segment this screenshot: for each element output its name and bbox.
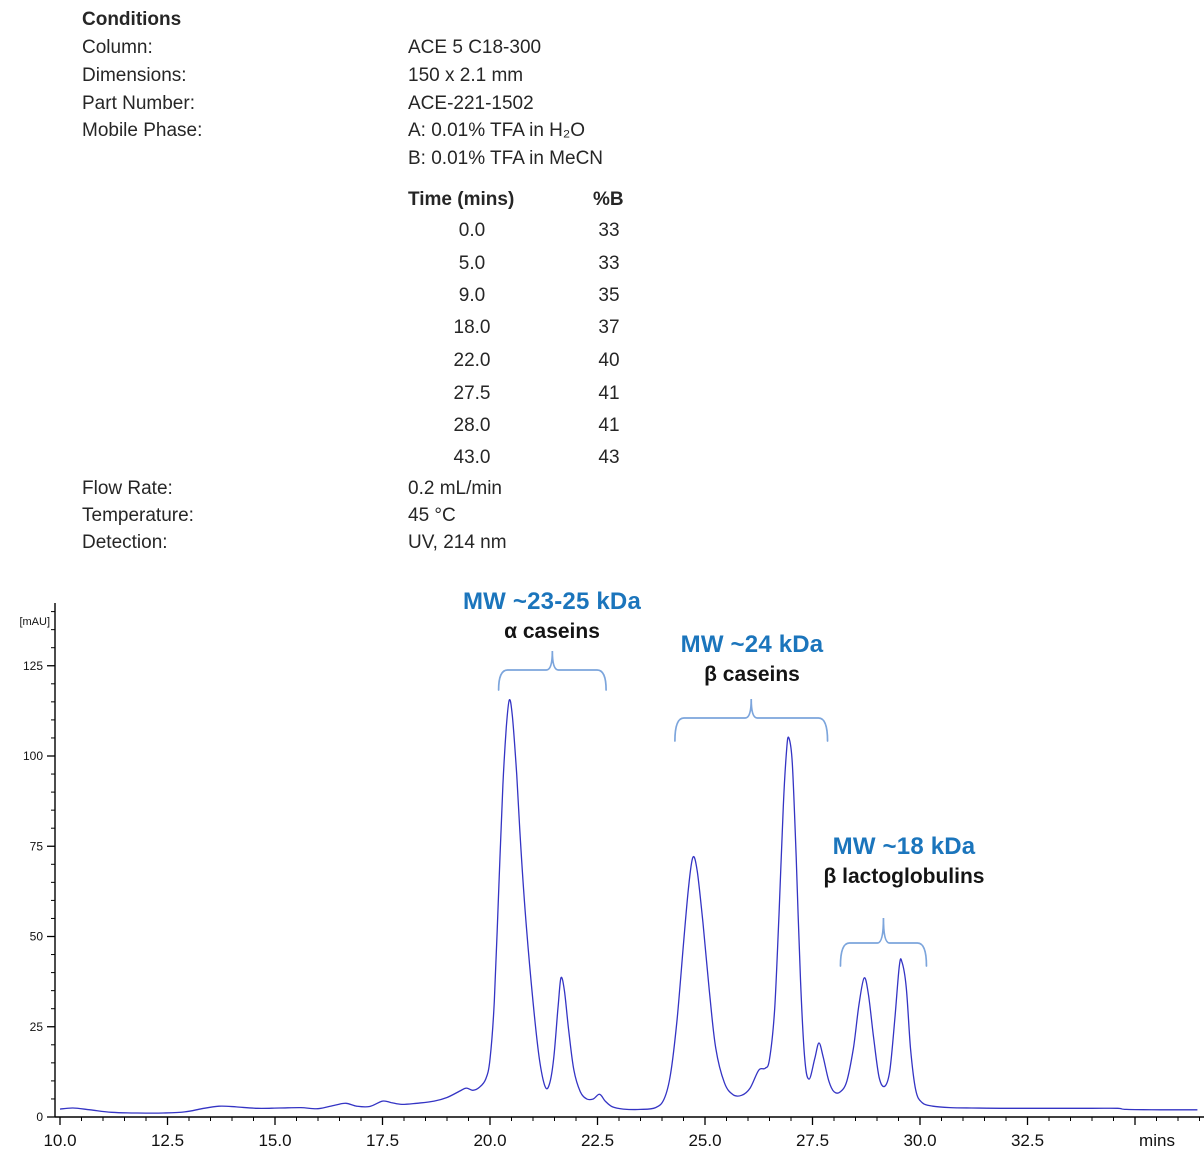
y-tick-label: 25 bbox=[30, 1020, 44, 1034]
param-value-temperature: 45 °C bbox=[408, 505, 456, 526]
x-tick-label: 32.5 bbox=[1011, 1131, 1044, 1150]
gradient-time-cell: 27.5 bbox=[453, 383, 491, 404]
gradient-time-cell: 0.0 bbox=[458, 220, 486, 241]
gradient-percent-b-cell: 41 bbox=[598, 383, 620, 404]
param-value-flow-rate: 0.2 mL/min bbox=[408, 478, 502, 499]
gradient-percent-b-cell: 43 bbox=[598, 447, 620, 468]
condition-label-column: Column: bbox=[82, 37, 153, 58]
x-tick-label: 30.0 bbox=[903, 1131, 936, 1150]
y-axis-unit-label: [mAU] bbox=[19, 616, 50, 628]
gradient-time-header: Time (mins) bbox=[408, 189, 515, 210]
gradient-percent-b-cell: 35 bbox=[598, 285, 620, 306]
x-tick-label: 10.0 bbox=[43, 1131, 76, 1150]
x-tick-label: 15.0 bbox=[258, 1131, 291, 1150]
x-tick-label: 20.0 bbox=[473, 1131, 506, 1150]
x-tick-label: 22.5 bbox=[581, 1131, 614, 1150]
x-tick-label: 17.5 bbox=[366, 1131, 399, 1150]
condition-label-dimensions: Dimensions: bbox=[82, 65, 187, 86]
peak-group-brace bbox=[839, 917, 928, 967]
gradient-time-cell: 18.0 bbox=[453, 317, 491, 338]
annotation-beta-lactoglobulins: MW ~18 kDa β lactoglobulins bbox=[824, 833, 985, 889]
uv-trace bbox=[59, 699, 1198, 1114]
gradient-percent-b-cell: 41 bbox=[598, 415, 620, 436]
conditions-title: Conditions bbox=[82, 9, 182, 30]
gradient-percent-b-cell: 37 bbox=[598, 317, 620, 338]
param-label-detection: Detection: bbox=[82, 532, 168, 553]
group-label-alpha-caseins: α caseins bbox=[504, 620, 600, 643]
peak-group-brace bbox=[497, 650, 607, 691]
group-label-beta-lactoglobulins: β lactoglobulins bbox=[823, 865, 985, 888]
param-value-detection: UV, 214 nm bbox=[408, 532, 507, 553]
gradient-time-cell: 9.0 bbox=[458, 285, 486, 306]
condition-label-mobile-phase: Mobile Phase: bbox=[82, 120, 203, 141]
gradient-time-cell: 22.0 bbox=[453, 350, 491, 371]
y-tick-label: 125 bbox=[23, 659, 43, 673]
chromatogram: 0 25 50 75 100 125 [mAU] 10.0 12.5 15.0 17.5 20.0 22… bbox=[0, 580, 1204, 1167]
chromatogram-plot: 0 25 50 75 100 125 [mAU] 10.0 12.5 15.0 17.5 20.0 22… bbox=[19, 603, 1204, 1150]
condition-value-mobile-phase-a: A: 0.01% TFA in H₂O bbox=[408, 120, 586, 141]
peak-group-brace bbox=[674, 698, 829, 742]
x-tick-label: 12.5 bbox=[151, 1131, 184, 1150]
annotation-beta-caseins: MW ~24 kDa β caseins bbox=[681, 631, 824, 687]
y-tick-label: 100 bbox=[23, 749, 43, 763]
x-tick-label: 27.5 bbox=[796, 1131, 829, 1150]
y-tick-label: 75 bbox=[30, 839, 44, 853]
gradient-percent-b-cell: 33 bbox=[598, 253, 620, 274]
param-label-temperature: Temperature: bbox=[82, 505, 194, 526]
gradient-percent-b-cell: 40 bbox=[598, 350, 620, 371]
condition-value-part-number: ACE-221-1502 bbox=[408, 93, 534, 114]
group-label-beta-caseins: β caseins bbox=[704, 663, 800, 686]
mw-label-beta-lactoglobulins: MW ~18 kDa bbox=[832, 833, 976, 860]
y-tick-label: 0 bbox=[36, 1110, 43, 1124]
gradient-percent-b-cell: 33 bbox=[598, 220, 620, 241]
annotation-alpha-caseins: MW ~23-25 kDa α caseins bbox=[463, 588, 641, 644]
mw-label-alpha-caseins: MW ~23-25 kDa bbox=[462, 588, 642, 615]
x-axis-unit-label: mins bbox=[1139, 1131, 1175, 1150]
y-tick-label: 50 bbox=[30, 930, 44, 944]
gradient-percent-b-header: %B bbox=[593, 189, 624, 210]
param-label-flow-rate: Flow Rate: bbox=[82, 478, 173, 499]
gradient-time-cell: 5.0 bbox=[458, 253, 486, 274]
x-tick-label: 25.0 bbox=[688, 1131, 721, 1150]
condition-value-dimensions: 150 x 2.1 mm bbox=[408, 65, 524, 86]
condition-value-mobile-phase-b: B: 0.01% TFA in MeCN bbox=[408, 148, 604, 169]
gradient-time-cell: 43.0 bbox=[453, 447, 491, 468]
mw-label-beta-caseins: MW ~24 kDa bbox=[680, 631, 824, 658]
condition-value-column: ACE 5 C18-300 bbox=[408, 37, 542, 58]
gradient-time-cell: 28.0 bbox=[453, 415, 491, 436]
condition-label-part-number: Part Number: bbox=[82, 93, 195, 114]
